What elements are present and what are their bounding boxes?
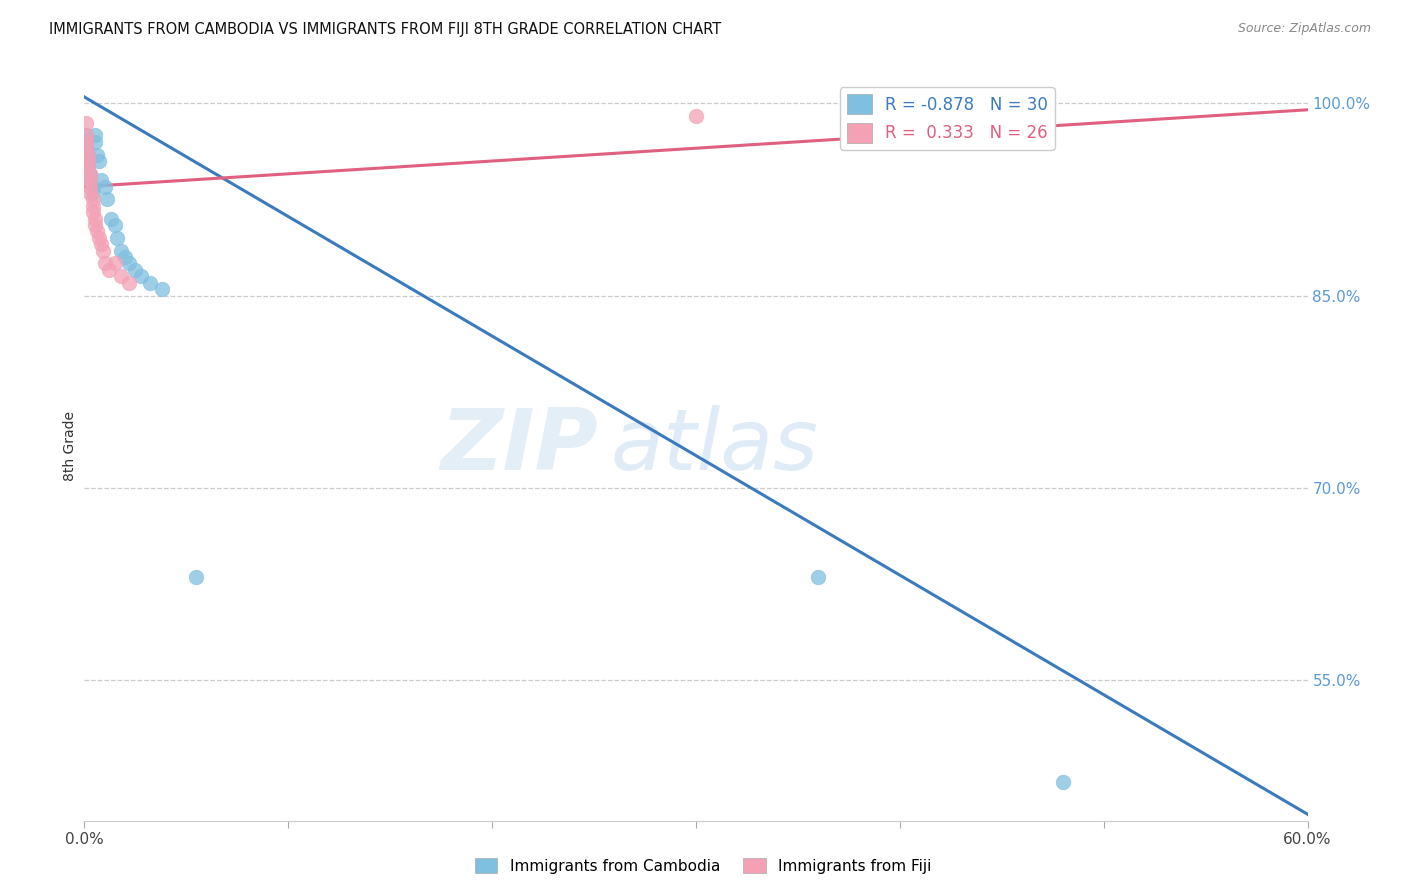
Point bbox=[118, 276, 141, 290]
Point bbox=[75, 115, 97, 129]
Point bbox=[83, 211, 105, 226]
Point bbox=[82, 193, 104, 207]
Point bbox=[79, 186, 101, 200]
Point bbox=[90, 173, 112, 187]
Point bbox=[77, 154, 100, 169]
Point bbox=[87, 154, 110, 169]
Point bbox=[82, 186, 104, 200]
Point bbox=[75, 135, 97, 149]
Point bbox=[79, 167, 101, 181]
Point bbox=[83, 218, 105, 232]
Point bbox=[75, 128, 97, 143]
Text: ZIP: ZIP bbox=[440, 404, 598, 488]
Point bbox=[77, 154, 100, 169]
Point bbox=[150, 282, 173, 296]
Point bbox=[75, 135, 97, 149]
Point bbox=[79, 179, 101, 194]
Point bbox=[114, 250, 136, 264]
Point bbox=[87, 231, 110, 245]
Point bbox=[77, 161, 100, 175]
Y-axis label: 8th Grade: 8th Grade bbox=[63, 411, 77, 481]
Point bbox=[83, 128, 105, 143]
Point bbox=[75, 141, 97, 155]
Point bbox=[77, 147, 100, 161]
Point bbox=[86, 147, 108, 161]
Point bbox=[79, 167, 101, 181]
Text: Source: ZipAtlas.com: Source: ZipAtlas.com bbox=[1237, 22, 1371, 36]
Point bbox=[104, 256, 127, 270]
Point bbox=[100, 211, 122, 226]
Point bbox=[138, 276, 160, 290]
Point bbox=[186, 570, 208, 584]
Legend: Immigrants from Cambodia, Immigrants from Fiji: Immigrants from Cambodia, Immigrants fro… bbox=[468, 852, 938, 880]
Point bbox=[1052, 775, 1074, 789]
Point bbox=[82, 199, 104, 213]
Text: IMMIGRANTS FROM CAMBODIA VS IMMIGRANTS FROM FIJI 8TH GRADE CORRELATION CHART: IMMIGRANTS FROM CAMBODIA VS IMMIGRANTS F… bbox=[49, 22, 721, 37]
Point bbox=[104, 218, 127, 232]
Point bbox=[131, 269, 153, 284]
Point bbox=[110, 269, 132, 284]
Point bbox=[90, 237, 112, 252]
Point bbox=[77, 161, 100, 175]
Text: atlas: atlas bbox=[610, 404, 818, 488]
Point bbox=[807, 570, 830, 584]
Point bbox=[86, 224, 108, 238]
Point bbox=[96, 193, 118, 207]
Point bbox=[124, 263, 146, 277]
Point bbox=[82, 205, 104, 219]
Point bbox=[110, 244, 132, 258]
Point bbox=[79, 173, 101, 187]
Point bbox=[91, 244, 114, 258]
Point bbox=[685, 109, 707, 123]
Point bbox=[82, 179, 104, 194]
Point bbox=[118, 256, 141, 270]
Point bbox=[79, 173, 101, 187]
Point bbox=[77, 147, 100, 161]
Point bbox=[93, 179, 115, 194]
Point bbox=[75, 141, 97, 155]
Point bbox=[105, 231, 128, 245]
Legend: R = -0.878   N = 30, R =  0.333   N = 26: R = -0.878 N = 30, R = 0.333 N = 26 bbox=[839, 87, 1054, 150]
Point bbox=[83, 135, 105, 149]
Point bbox=[97, 263, 120, 277]
Point bbox=[75, 128, 97, 143]
Point bbox=[93, 256, 115, 270]
